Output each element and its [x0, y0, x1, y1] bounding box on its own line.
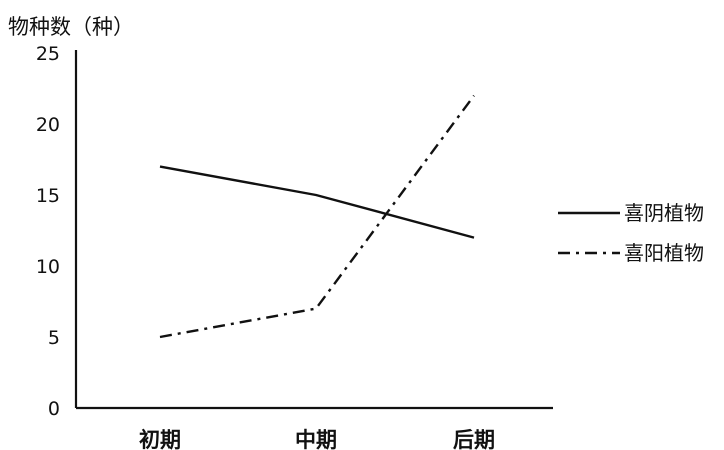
- x-tick-label: 后期: [453, 428, 495, 450]
- y-tick-label: 0: [48, 398, 60, 420]
- series-lines: [159, 94, 475, 339]
- y-tick-labels: 0 5 10 15 20 25: [36, 43, 60, 420]
- y-tick-label: 20: [36, 114, 60, 136]
- series-line-2: [159, 94, 475, 339]
- series-line-1: [159, 165, 475, 239]
- x-tick-label: 初期: [139, 428, 181, 450]
- x-tick-labels: 初期 中期 后期: [139, 428, 495, 450]
- y-tick-label: 25: [36, 43, 60, 65]
- y-tick-label: 5: [48, 327, 60, 349]
- y-axis-title: 物种数（种）: [8, 15, 134, 39]
- y-tick-label: 15: [36, 185, 60, 207]
- legend-label-2: 喜阳植物: [624, 241, 704, 265]
- legend-label-1: 喜阴植物: [624, 201, 704, 225]
- y-tick-label: 10: [36, 256, 60, 278]
- x-tick-label: 中期: [295, 428, 337, 450]
